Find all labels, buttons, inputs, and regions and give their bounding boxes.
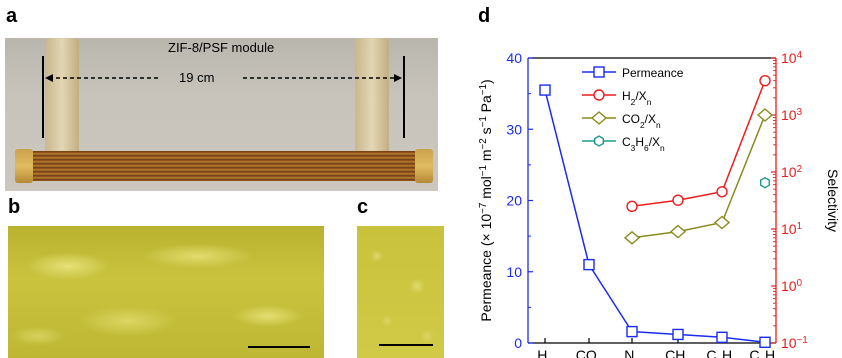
right-tick-label: 102: [781, 164, 802, 181]
data-point: [623, 230, 641, 245]
series-co2-xn: [623, 108, 774, 245]
data-point: [759, 74, 771, 87]
sem-image-c: [357, 226, 444, 358]
data-point: [672, 328, 684, 341]
left-end-cap: [45, 38, 79, 156]
panel-label-d: d: [478, 5, 491, 27]
right-tick-label: 101: [781, 221, 802, 238]
left-tick-label: 0: [514, 335, 522, 351]
data-point: [539, 84, 551, 96]
module-photo: ZIF-8/PSF module 19 cm: [5, 38, 438, 191]
right-tick-label: 103: [781, 107, 803, 124]
hollow-fiber-bundle: [20, 151, 430, 181]
data-point: [593, 89, 605, 101]
legend-label: Permeance: [622, 66, 684, 80]
series-h2-xn: [626, 74, 771, 213]
left-tick-label: 20: [506, 193, 522, 209]
x-tick-label: C3H8: [749, 347, 781, 358]
series-c3h6-xn: [760, 176, 770, 189]
bundle-left-end: [15, 149, 33, 183]
data-point: [626, 200, 638, 213]
legend-label: CO2/Xn: [622, 112, 661, 130]
legend-label: C3H6/Xn: [622, 135, 665, 153]
legend-item: H2/Xn: [582, 89, 652, 107]
scale-bar: [248, 346, 310, 348]
length-label: 19 cm: [179, 70, 215, 85]
x-tick-label: CH4: [665, 347, 691, 358]
left-axis-title: Permeance (× 10−7 mol−1 m−2 s−1 Pa−1): [478, 79, 495, 321]
series-line: [544, 89, 766, 344]
x-tick-label: CO2: [576, 347, 602, 358]
sem-image-b: [8, 226, 324, 358]
legend-item: C3H6/Xn: [582, 135, 665, 153]
right-axis-title: Selectivity: [825, 169, 841, 232]
panel-label-b: b: [8, 196, 21, 218]
panel-label-c: c: [357, 196, 369, 218]
left-tick-label: 30: [506, 121, 522, 137]
data-point: [716, 331, 728, 343]
data-point: [669, 224, 687, 239]
data-point: [716, 186, 728, 198]
legend-item: CO2/Xn: [582, 111, 661, 130]
data-point: [593, 66, 605, 78]
data-point: [760, 176, 770, 189]
data-point: [583, 258, 595, 271]
panel-label-a: a: [6, 5, 18, 27]
right-tick-label: 100: [781, 278, 803, 295]
data-point: [672, 194, 684, 206]
left-tick-label: 10: [506, 264, 522, 280]
left-tick-label: 40: [506, 50, 522, 66]
data-point: [713, 215, 731, 230]
series-line: [631, 80, 766, 208]
scale-bar: [379, 344, 433, 346]
legend-label: H2/Xn: [622, 89, 652, 107]
data-point: [756, 108, 774, 122]
chart-series: [539, 74, 774, 348]
right-end-cap: [355, 38, 389, 156]
x-tick-label: H2: [537, 347, 553, 358]
bundle-right-end: [415, 149, 433, 183]
right-tick-label: 104: [781, 50, 803, 67]
right-tick-label: 10−1: [781, 335, 808, 352]
data-point: [594, 135, 604, 147]
legend-item: Permeance: [582, 66, 684, 80]
x-tick-label: N2: [624, 347, 640, 358]
x-tick-label: C3H6: [706, 347, 738, 358]
chart-axes: 0 10 20 30 40 10−1 100 101 102 103 104 H2 CO2 N2 CH4 C3…: [478, 50, 842, 358]
length-dimension: [42, 56, 405, 138]
data-point: [626, 325, 638, 338]
data-point: [759, 336, 771, 348]
data-point: [590, 111, 608, 125]
series-permeance: [539, 84, 771, 348]
module-label: ZIF-8/PSF module: [168, 40, 275, 55]
series-line: [631, 114, 766, 239]
chart-legend: Permeance H2/Xn CO2/Xn C3H6/Xn: [582, 66, 684, 153]
